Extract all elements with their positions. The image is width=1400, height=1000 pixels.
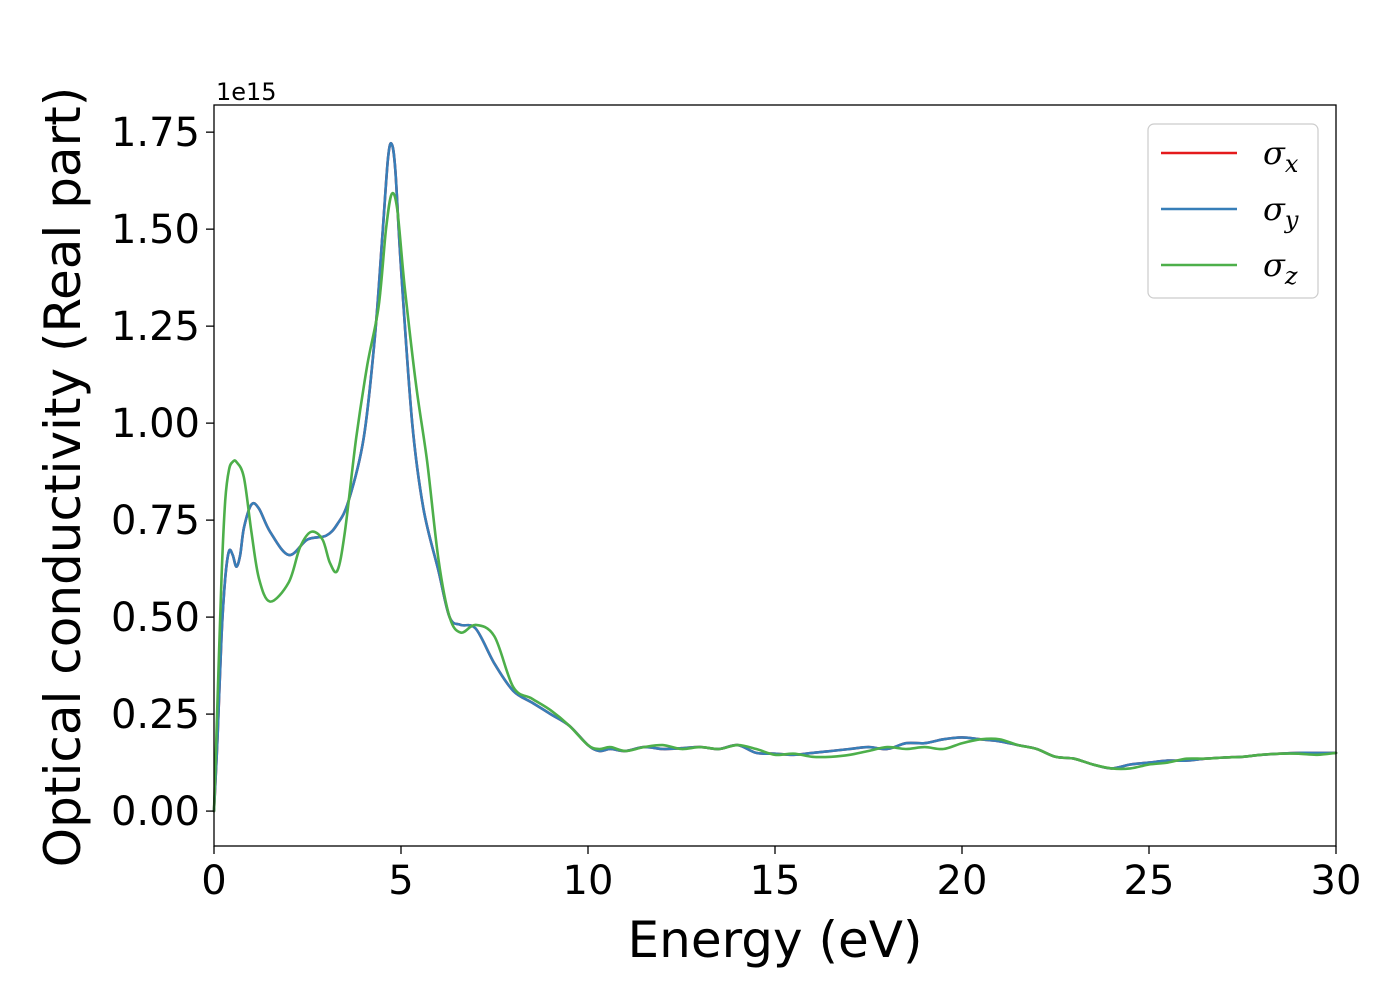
x-tick-label: 0 [201,858,226,904]
x-axis-ticks: 0 5 10 15 20 25 30 [201,846,1361,904]
x-tick-label: 20 [937,858,988,904]
x-tick-label: 30 [1311,858,1362,904]
y-axis-ticks: 0.00 0.25 0.50 0.75 1.00 1.25 1.50 1.75 [111,110,214,835]
x-tick-label: 25 [1124,858,1175,904]
x-tick-label: 5 [388,858,413,904]
y-tick-label: 0.00 [111,789,200,835]
y-offset-label: 1e15 [216,78,277,106]
y-tick-label: 0.50 [111,595,200,641]
y-axis-label: Optical conductivity (Real part) [34,87,92,868]
x-axis-label: Energy (eV) [628,911,923,969]
y-tick-label: 1.75 [111,110,200,156]
x-tick-label: 15 [750,858,801,904]
y-tick-label: 1.50 [111,207,200,253]
series-line-z [212,191,1338,813]
x-tick-label: 10 [563,858,614,904]
series-layer [212,141,1338,813]
y-tick-label: 0.25 [111,692,200,738]
y-tick-label: 0.75 [111,498,200,544]
legend-box [1147,123,1319,299]
y-tick-label: 1.25 [111,304,200,350]
legend-label-y: σy [1263,190,1299,234]
y-tick-label: 1.00 [111,401,200,447]
